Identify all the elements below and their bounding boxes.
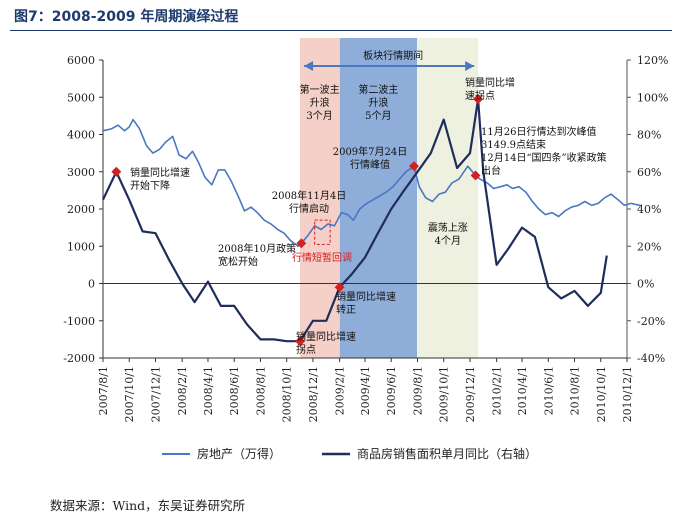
annotation-a7: 2009年7月24日行情峰值: [333, 145, 408, 171]
left-tick-label: 0: [88, 278, 95, 291]
title-divider: [10, 30, 672, 31]
oscillation-label: 震荡上涨 4个月: [428, 222, 468, 247]
annotation-a1: 销量同比增速开始下降: [130, 166, 190, 192]
x-tick-label: 2009/12/1: [464, 366, 477, 422]
legend-label-sales-yoy: 商品房销售面积单月同比（右轴）: [357, 446, 537, 461]
period-arrow-left-head: [304, 61, 314, 71]
x-tick-label: 2010/8/1: [569, 366, 582, 415]
series-line-property-index: [102, 118, 641, 248]
marker-rally-start: [296, 238, 307, 249]
left-tick-label: 5000: [67, 91, 95, 104]
x-tick-label: 2009/4/1: [359, 366, 372, 415]
x-tick-label: 2007/12/1: [149, 366, 162, 422]
marker-sales-decline: [111, 166, 122, 177]
right-tick-label: 40%: [637, 203, 661, 216]
x-tick-label: 2010/10/1: [595, 366, 608, 422]
x-tick-label: 2008/4/1: [202, 366, 215, 415]
x-tick-label: 2009/10/1: [438, 366, 451, 422]
x-tick-label: 2008/12/1: [307, 366, 320, 422]
marker-sales-positive: [334, 282, 345, 293]
annotation-a3: 2008年10月政策宽松开始: [218, 242, 296, 268]
right-tick-label: 80%: [637, 129, 661, 142]
x-tick-label: 2008/8/1: [254, 366, 267, 415]
annotation-a5: 销量同比增速转正: [336, 290, 396, 316]
annotation-a4: 行情短暂回调: [292, 251, 352, 264]
annotation-a8: 销量同比增速拐点: [465, 76, 515, 102]
annotation-a6: 销量同比增速拐点: [296, 330, 356, 356]
x-tick-label: 2007/8/1: [97, 366, 110, 415]
x-tick-label: 2010/2/1: [491, 366, 504, 415]
left-tick-label: 1000: [67, 240, 95, 253]
left-tick-label: 3000: [67, 166, 95, 179]
left-tick-label: 4000: [67, 129, 95, 142]
right-tick-label: 100%: [637, 91, 668, 104]
annotation-a2: 2008年11月4日行情启动: [272, 189, 347, 215]
left-tick-label: -2000: [63, 352, 95, 365]
right-tick-label: -20%: [637, 315, 665, 328]
shaded-region-wave2: [339, 38, 418, 358]
right-tick-label: 120%: [637, 54, 668, 67]
x-tick-label: 2010/4/1: [516, 366, 529, 415]
legend-label-property-index: 房地产（万得）: [197, 446, 281, 461]
annotation-a9: 11月26日行情达到次峰值 3149.9点结束 12月14日“国四条”收紧政策出台: [481, 125, 607, 177]
wave1-label: 第一波主升浪 3个月: [300, 83, 340, 122]
left-tick-label: 6000: [67, 54, 95, 67]
x-tick-label: 2010/12/1: [621, 366, 634, 422]
x-tick-label: 2007/10/1: [123, 366, 136, 422]
x-tick-label: 2010/6/1: [542, 366, 555, 415]
right-tick-label: 60%: [637, 166, 661, 179]
x-tick-label: 2009/6/1: [385, 366, 398, 415]
left-tick-label: 2000: [67, 203, 95, 216]
left-tick-label: -1000: [63, 315, 95, 328]
marker-sales-bottom: [295, 336, 305, 347]
series-line-sales-yoy: [102, 97, 608, 343]
marker-rally-peak: [409, 161, 419, 172]
figure-source: 数据来源：Wind，东吴证券研究所: [50, 498, 246, 513]
x-tick-label: 2009/2/1: [334, 366, 347, 415]
period-label: 板块行情期间: [363, 49, 423, 62]
figure-title: 图7：2008-2009 年周期演绎过程: [14, 9, 239, 25]
wave2-label: 第二波主升浪 5个月: [358, 83, 398, 122]
x-tick-label: 2008/10/1: [281, 366, 294, 422]
x-tick-label: 2008/2/1: [176, 366, 189, 415]
right-tick-label: 20%: [637, 240, 661, 253]
marker-policy-tighten: [470, 170, 481, 181]
pullback-highlight-box: [314, 219, 331, 245]
right-tick-label: -40%: [637, 352, 665, 365]
period-arrow-right-head: [465, 61, 475, 71]
x-tick-label: 2008/6/1: [228, 366, 241, 415]
right-tick-label: 0%: [637, 278, 654, 291]
x-tick-label: 2009/8/1: [411, 366, 424, 415]
